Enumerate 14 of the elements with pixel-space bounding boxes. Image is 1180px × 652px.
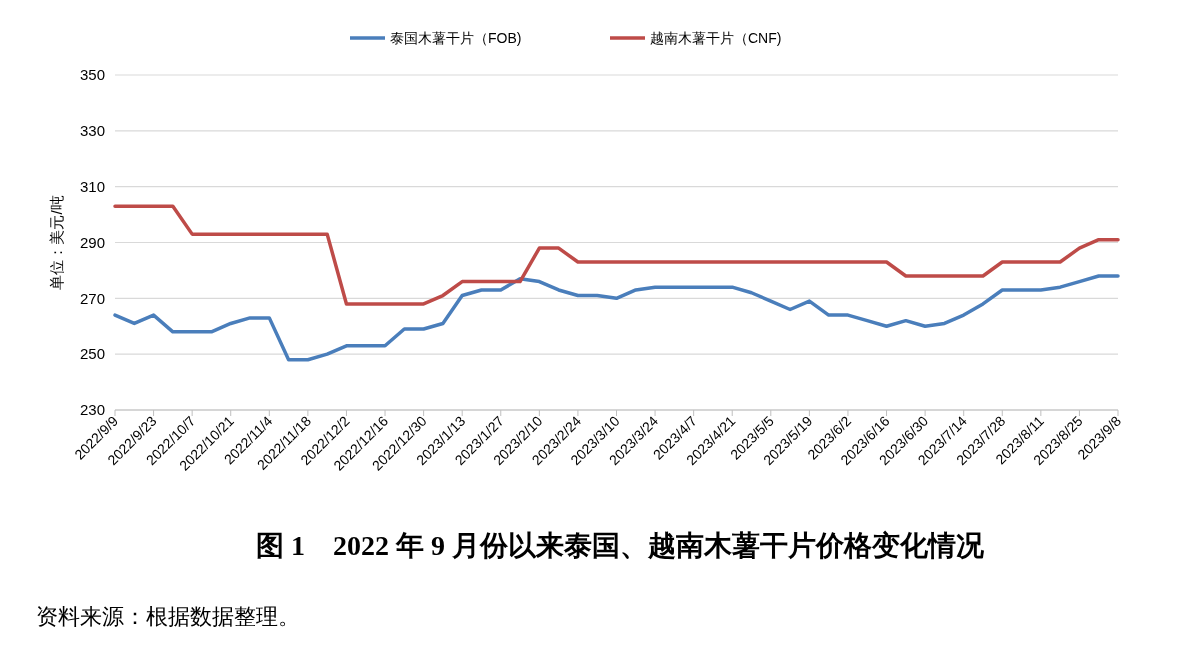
y-tick-label: 290 bbox=[79, 233, 105, 251]
y-tick-label: 330 bbox=[79, 122, 105, 140]
text: 资料来源：根据数据整理。 bbox=[36, 604, 300, 629]
line-series bbox=[113, 204, 1120, 306]
y-tick-label: 270 bbox=[79, 289, 105, 307]
y-tick-label: 350 bbox=[79, 66, 105, 84]
text: 图 1 2022 年 9 月份以来泰国、越南木薯干片价格变化情况 bbox=[256, 530, 985, 561]
y-axis-title: 单位：美元/吨 bbox=[48, 195, 65, 290]
y-tick-label: 230 bbox=[79, 401, 105, 419]
legend-label: 越南木薯干片（CNF) bbox=[650, 29, 782, 46]
line-series bbox=[113, 274, 1120, 362]
y-tick-label: 310 bbox=[79, 177, 105, 195]
legend-label: 泰国木薯干片（FOB) bbox=[390, 29, 522, 46]
y-tick-label: 250 bbox=[79, 345, 105, 363]
